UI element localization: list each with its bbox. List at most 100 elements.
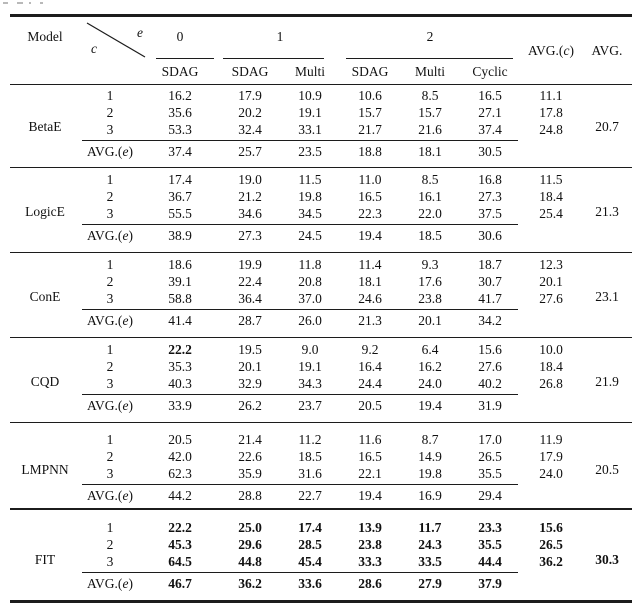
avg-e-value: 27.3 [238, 228, 262, 243]
avg-e-value: 26.2 [238, 398, 262, 413]
avg-e-value: 28.7 [238, 313, 262, 328]
metric-value: 16.8 [478, 171, 502, 187]
group-rule-e2 [346, 58, 513, 59]
c-value: 2 [106, 536, 114, 552]
avg-e-value: 36.2 [238, 576, 262, 591]
metric-value: 26.5 [478, 448, 502, 464]
metric-value: 22.3 [358, 205, 382, 221]
metric-value: 30.7 [478, 273, 502, 289]
metric-value: 19.1 [298, 104, 322, 120]
metric-value: 31.6 [298, 465, 322, 481]
avg-e-value: 33.6 [298, 576, 322, 591]
metric-value: 42.0 [168, 448, 192, 464]
group-header-e2: 2 [426, 29, 434, 45]
avg-e-value: 19.4 [358, 228, 382, 243]
metric-value: 22.0 [418, 205, 442, 221]
metric-value: 35.3 [168, 358, 192, 374]
metric-value: 20.2 [238, 104, 262, 120]
metric-value: 15.7 [358, 104, 382, 120]
avg-e-value: 37.4 [168, 144, 192, 159]
model-section-logice: LogicE 1 17.4 19.0 11.5 11.0 8.5 16.8 11.5 2 36.7 2… [10, 168, 632, 253]
avg-e-separator [82, 394, 518, 395]
avg-e-value: 34.2 [478, 313, 502, 328]
c-value: 1 [106, 519, 114, 535]
metric-value: 19.5 [238, 341, 262, 357]
avg-e-separator [82, 140, 518, 141]
diag-c-var: c [91, 41, 97, 56]
group-header-e0: 0 [176, 29, 184, 45]
avg-c-value: 26.8 [539, 375, 563, 391]
metric-value: 29.6 [238, 536, 262, 552]
model-name: LMPNN [21, 461, 69, 477]
metric-value: 8.7 [421, 431, 439, 447]
group-rule-e1 [223, 58, 324, 59]
metric-value: 17.0 [478, 431, 502, 447]
metric-value: 11.2 [298, 431, 322, 447]
metric-value: 44.4 [478, 553, 502, 569]
avg-e-value: 22.7 [298, 488, 322, 503]
metric-value: 9.0 [301, 341, 319, 357]
metric-value: 10.6 [358, 87, 382, 103]
metric-value: 19.8 [298, 188, 322, 204]
avg-c-value: 11.9 [539, 431, 563, 447]
c-value: 3 [106, 290, 114, 306]
metric-value: 53.3 [168, 121, 192, 137]
avg-e-label: AVG.(e) [87, 576, 133, 591]
metric-value: 14.9 [418, 448, 442, 464]
metric-value: 33.5 [418, 553, 442, 569]
metric-value: 28.5 [298, 536, 322, 552]
c-value: 2 [106, 273, 114, 289]
metric-value: 22.2 [168, 341, 192, 357]
avg-c-value: 12.3 [539, 256, 563, 272]
avg-e-value: 23.5 [298, 144, 322, 159]
metric-value: 33.3 [358, 553, 382, 569]
metric-value: 9.3 [421, 256, 439, 272]
metric-value: 19.8 [418, 465, 442, 481]
avg-value: 20.7 [595, 119, 619, 135]
metric-value: 23.8 [418, 290, 442, 306]
avg-e-value: 37.9 [478, 576, 502, 591]
avg-e-value: 28.6 [358, 576, 382, 591]
c-value: 1 [106, 341, 114, 357]
subcol-header-sdag-0: SDAG [161, 64, 199, 80]
model-name: CQD [30, 373, 60, 389]
avg-e-value: 25.7 [238, 144, 262, 159]
avg-e-value: 18.1 [418, 144, 442, 159]
metric-value: 62.3 [168, 465, 192, 481]
avg-e-label: AVG.(e) [87, 144, 133, 159]
results-table: Model e c 0 1 2 SDAG SDAG Multi SDAG Mul… [10, 14, 632, 603]
avg-e-value: 27.9 [418, 576, 442, 591]
avg-c-value: 24.8 [539, 121, 563, 137]
metric-value: 17.9 [238, 87, 262, 103]
metric-value: 41.7 [478, 290, 502, 306]
avg-c-value: 24.0 [539, 465, 563, 481]
metric-value: 27.3 [478, 188, 502, 204]
avg-c-value: 10.0 [539, 341, 563, 357]
metric-value: 17.4 [168, 171, 192, 187]
avg-e-separator [82, 572, 518, 573]
metric-value: 24.3 [418, 536, 442, 552]
metric-value: 35.5 [478, 465, 502, 481]
subcol-header-cyclic-2: Cyclic [472, 64, 508, 80]
diag-e-var: e [137, 25, 143, 40]
avg-value: 21.3 [595, 203, 619, 219]
metric-value: 17.6 [418, 273, 442, 289]
metric-value: 34.3 [298, 375, 322, 391]
metric-value: 55.5 [168, 205, 192, 221]
subcol-header-sdag-1: SDAG [231, 64, 269, 80]
metric-value: 18.5 [298, 448, 322, 464]
metric-value: 32.9 [238, 375, 262, 391]
metric-value: 35.9 [238, 465, 262, 481]
metric-value: 21.2 [238, 188, 262, 204]
metric-value: 8.5 [421, 171, 439, 187]
model-name: FIT [34, 551, 56, 567]
subcol-header-multi-2: Multi [414, 64, 445, 80]
avg-e-value: 28.8 [238, 488, 262, 503]
c-value: 2 [106, 104, 114, 120]
group-rule-e0 [156, 58, 214, 59]
metric-value: 16.5 [478, 87, 502, 103]
metric-value: 44.8 [238, 553, 262, 569]
model-name: ConE [29, 288, 61, 304]
c-value: 3 [106, 375, 114, 391]
avg-e-value: 29.4 [478, 488, 502, 503]
